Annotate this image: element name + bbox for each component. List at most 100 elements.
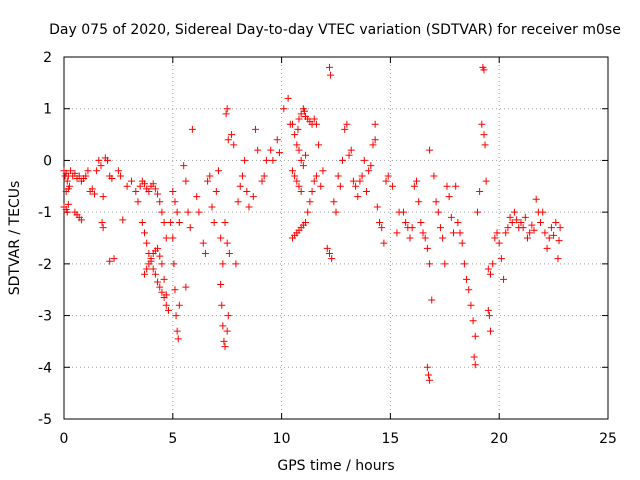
data-point [369,141,377,149]
data-point [456,229,464,237]
data-point [308,187,316,195]
data-point [245,203,253,211]
data-point [410,182,418,190]
data-point [523,234,531,242]
data-point [450,229,458,237]
data-point [480,66,488,74]
data-point [484,265,492,273]
data-point [208,203,216,211]
data-point [164,306,172,314]
data-point [315,141,323,149]
data-point [173,208,181,216]
data-point [254,146,262,154]
data-point [182,283,190,291]
data-point [294,125,302,133]
data-point [508,218,516,226]
data-point [99,224,107,232]
data-point [493,229,501,237]
data-point [356,177,364,185]
data-point [495,239,503,247]
data-point [530,226,538,234]
data-point [249,193,257,201]
data-point [158,288,166,296]
data-point [127,177,135,185]
data-point [160,275,168,283]
x-tick-label: 5 [168,431,177,447]
data-point [251,125,259,133]
data-point [491,234,499,242]
y-tick-label: 2 [43,50,52,66]
data-point [154,244,162,252]
data-point [210,218,218,226]
data-point [441,260,449,268]
data-point [332,208,340,216]
data-point [158,260,166,268]
data-point [295,146,303,154]
data-point [225,250,233,258]
data-point [500,275,508,283]
data-point [478,120,486,128]
data-point [295,182,303,190]
data-point [371,120,379,128]
data-point [484,306,492,314]
data-point [175,218,183,226]
data-point [88,185,96,193]
data-point [172,312,180,320]
data-point [373,203,381,211]
data-point [339,156,347,164]
data-point [302,151,310,159]
data-point [195,208,203,216]
data-point [426,260,434,268]
data-point [97,162,105,170]
data-point [169,234,177,242]
data-point [347,146,355,154]
data-point [297,187,305,195]
data-point [151,185,159,193]
data-point [526,229,534,237]
data-point [104,156,112,164]
y-tick-label: 1 [43,102,52,118]
data-point [471,361,479,369]
data-point [443,182,451,190]
data-point [458,239,466,247]
data-point [280,105,288,113]
data-point [295,115,303,123]
data-point [284,94,292,102]
data-point [502,229,510,237]
data-point [467,301,475,309]
data-point [175,301,183,309]
y-tick-label: -1 [38,205,52,221]
data-point [236,182,244,190]
data-point [497,255,505,263]
data-point [345,151,353,159]
data-point [138,218,146,226]
data-point [217,234,225,242]
data-point [193,193,201,201]
data-point [471,332,479,340]
data-point [389,182,397,190]
x-tick-label: 10 [273,431,291,447]
data-point [480,131,488,139]
data-point [214,167,222,175]
data-point [426,146,434,154]
data-point [147,255,155,263]
data-point [180,162,188,170]
data-point [349,177,357,185]
x-axis-label: GPS time / hours [277,458,394,474]
data-point [358,172,366,180]
data-point [334,172,342,180]
data-point [439,234,447,242]
data-point [64,185,72,193]
data-point [206,172,214,180]
data-point [149,180,157,188]
data-point [173,327,181,335]
data-point [234,198,242,206]
data-point [188,125,196,133]
data-point [212,187,220,195]
data-point [408,224,416,232]
data-point [378,224,386,232]
data-point [521,213,529,221]
data-point [436,224,444,232]
data-point [406,234,414,242]
data-point [470,353,478,361]
